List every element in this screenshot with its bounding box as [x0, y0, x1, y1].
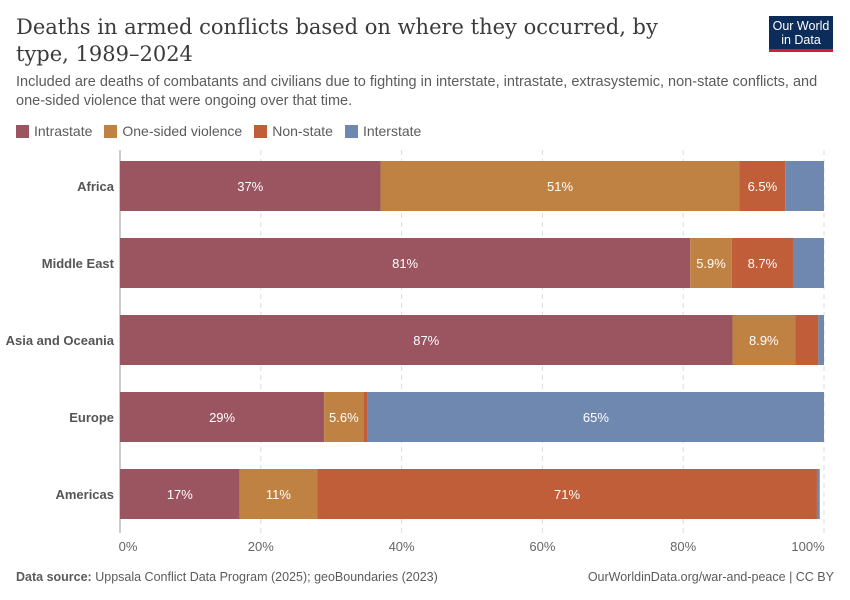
data-label: 37%	[237, 179, 263, 194]
bar-segment[interactable]	[120, 392, 325, 442]
legend-label: Non-state	[272, 123, 333, 139]
legend-label: Interstate	[362, 123, 422, 139]
x-tick-label: 20%	[248, 539, 274, 554]
legend-swatch	[104, 124, 118, 138]
logo-line1: Our World	[772, 19, 830, 33]
bar-segment[interactable]	[739, 161, 786, 211]
legend-item-non-state[interactable]: Non-state	[254, 123, 333, 139]
bar-segment[interactable]	[818, 315, 824, 365]
data-label: 51%	[547, 179, 573, 194]
category-label: Asia and Oceania	[6, 333, 115, 348]
data-label: 5.9%	[696, 256, 726, 271]
legend-label: One-sided violence	[122, 123, 243, 139]
data-label: 11%	[266, 487, 291, 502]
bar-segment[interactable]	[380, 161, 740, 211]
bar-segment[interactable]	[690, 238, 732, 288]
data-label: 8.9%	[749, 333, 779, 348]
bar-segment[interactable]	[367, 392, 824, 442]
credit-link[interactable]: OurWorldinData.org/war-and-peace | CC BY	[587, 570, 834, 584]
logo-line2: in Data	[781, 33, 821, 47]
data-label: 71%	[554, 487, 580, 502]
category-label: Americas	[55, 487, 114, 502]
legend-item-one-sided-violence[interactable]: One-sided violence	[104, 123, 242, 139]
source-label: Data source:	[16, 570, 92, 584]
bar-segment[interactable]	[239, 469, 318, 519]
legend: Intrastate One-sided violence Non-state Int…	[16, 123, 421, 139]
bar-segment[interactable]	[324, 392, 364, 442]
bar-segment[interactable]	[120, 238, 691, 288]
bar-segment[interactable]	[731, 238, 794, 288]
legend-label: Intrastate	[34, 123, 93, 139]
data-label: 8.7%	[748, 256, 778, 271]
bar-segment[interactable]	[120, 161, 381, 211]
bar-segment[interactable]	[816, 469, 820, 519]
bar-segment[interactable]	[793, 238, 824, 288]
data-label: 65%	[583, 410, 609, 425]
x-tick-label: 60%	[529, 539, 555, 554]
data-label: 81%	[392, 256, 418, 271]
x-tick-label: 0%	[119, 539, 138, 554]
x-tick-label: 100%	[791, 539, 825, 554]
data-label: 6.5%	[748, 179, 778, 194]
data-label: 87%	[413, 333, 439, 348]
x-tick-label: 80%	[670, 539, 696, 554]
bar-segment[interactable]	[317, 469, 817, 519]
category-label: Middle East	[42, 256, 115, 271]
category-label: Africa	[77, 179, 115, 194]
bar-segment[interactable]	[785, 161, 824, 211]
legend-item-interstate[interactable]: Interstate	[344, 123, 422, 139]
chart-subtitle: Included are deaths of combatants and ci…	[16, 74, 818, 109]
data-label: 5.6%	[329, 410, 359, 425]
data-source: Data source: Uppsala Conflict Data Progr…	[16, 570, 438, 584]
bar-segment[interactable]	[363, 392, 368, 442]
legend-swatch	[344, 124, 358, 138]
chart-title: Deaths in armed conflicts based on where…	[16, 15, 658, 66]
x-tick-label: 40%	[389, 539, 415, 554]
data-label: 29%	[209, 410, 235, 425]
legend-swatch	[16, 124, 29, 138]
bar-segment[interactable]	[732, 315, 796, 365]
bar-segment[interactable]	[120, 315, 733, 365]
bar-segment[interactable]	[795, 315, 819, 365]
category-label: Europe	[69, 410, 114, 425]
legend-swatch	[254, 124, 268, 138]
bar-segment[interactable]	[120, 469, 240, 519]
data-label: 17%	[167, 487, 193, 502]
legend-item-intrastate[interactable]: Intrastate	[16, 123, 92, 139]
owid-logo[interactable]: Our World in Data	[769, 16, 833, 52]
source-text[interactable]: Uppsala Conflict Data Program (2025); ge…	[95, 570, 438, 584]
